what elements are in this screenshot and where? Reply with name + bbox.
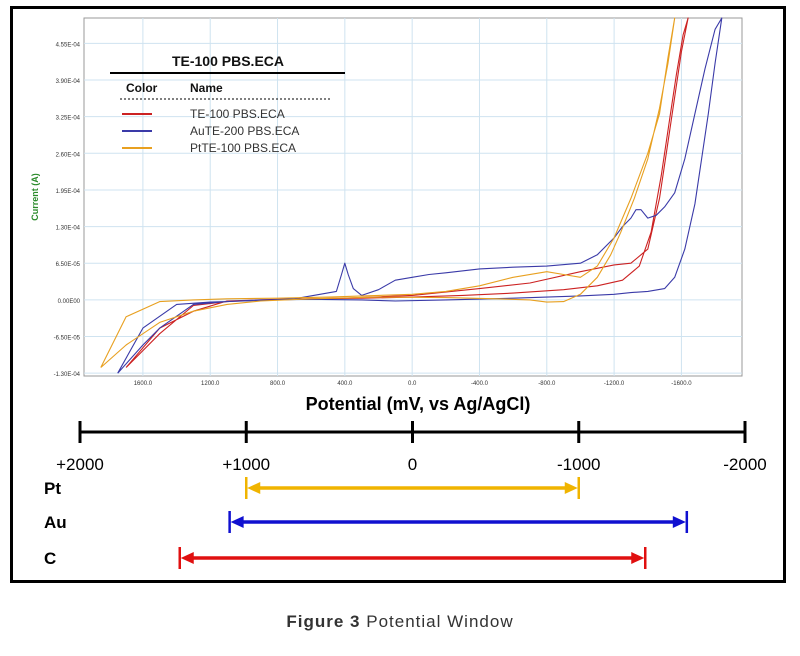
y-tick-label: 3.25E-04: [56, 116, 81, 122]
series-line-1: [125, 17, 689, 368]
y-tick-label: -1.30E-04: [54, 372, 81, 378]
x-tick-label: 1600.0: [134, 381, 153, 387]
y-tick-label: 2.60E-04: [56, 152, 81, 158]
legend-header-color: Color: [126, 81, 158, 95]
window-range-arrow-right: [631, 552, 645, 564]
y-tick-label: 3.90E-04: [56, 79, 81, 85]
legend-item-label-2: AuTE-200 PBS.ECA: [190, 124, 299, 138]
caption-text: Potential Window: [366, 612, 514, 631]
plot-area: [83, 17, 743, 377]
legend-items: TE-100 PBS.ECA AuTE-200 PBS.ECA PtTE-100 P…: [122, 107, 299, 155]
x-tick-label: -1200.0: [604, 381, 625, 387]
legend: TE-100 PBS.ECA Color Name TE-100 PBS.ECA…: [110, 53, 345, 155]
window-tick-label: +1000: [222, 455, 270, 474]
x-axis-ticks: 1600.0 1200.0 800.0 400.0 0.0 -400.0 -800.0 -12…: [134, 381, 693, 387]
x-tick-label: -1600.0: [671, 381, 692, 387]
y-tick-label: 6.50E-05: [56, 262, 81, 268]
series-group: [100, 17, 723, 374]
legend-item-label-1: TE-100 PBS.ECA: [190, 107, 285, 121]
window-range-label-pt: Pt: [44, 479, 61, 498]
window-range-arrow-left: [230, 516, 244, 528]
window-range-label-c: C: [44, 549, 56, 568]
window-tick-label: -2000: [723, 455, 766, 474]
window-range-arrow-right: [672, 516, 686, 528]
window-tick-label: 0: [408, 455, 417, 474]
y-tick-label: 4.55E-04: [56, 42, 81, 48]
x-tick-label: -400.0: [471, 381, 489, 387]
figure-caption: Figure 3 Potential Window: [0, 612, 800, 632]
y-tick-label: 1.30E-04: [56, 226, 81, 232]
legend-title: TE-100 PBS.ECA: [172, 53, 284, 69]
x-tick-label: 400.0: [337, 381, 353, 387]
y-tick-label: -6.50E-05: [54, 336, 81, 342]
x-tick-label: 800.0: [270, 381, 286, 387]
potential-window-diagram: +2000 +1000 0 -1000 -2000 Pt Au C: [44, 421, 767, 569]
figure-canvas: -1.30E-04 -6.50E-05 0.00E00 6.50E-05 1.30E-0…: [30, 17, 767, 569]
y-tick-label: 0.00E00: [58, 299, 81, 305]
x-tick-label: 0.0: [408, 381, 417, 387]
series-line-2: [117, 17, 723, 374]
window-range-arrow-left: [247, 482, 261, 494]
window-range-arrow-right: [564, 482, 578, 494]
series-line-3: [100, 17, 676, 368]
window-tick-label: -1000: [557, 455, 600, 474]
y-axis-label: Current (A): [30, 173, 40, 221]
y-tick-label: 1.95E-04: [56, 189, 81, 195]
legend-header-name: Name: [190, 81, 223, 95]
y-axis-ticks: -1.30E-04 -6.50E-05 0.00E00 6.50E-05 1.30E-0…: [54, 42, 81, 378]
window-tick-label: +2000: [56, 455, 104, 474]
legend-item-label-3: PtTE-100 PBS.ECA: [190, 141, 296, 155]
window-range-label-au: Au: [44, 513, 67, 532]
x-tick-label: 1200.0: [201, 381, 220, 387]
grid: [84, 18, 742, 376]
x-tick-label: -800.0: [538, 381, 556, 387]
window-range-arrow-left: [180, 552, 194, 564]
x-axis-label: Potential (mV, vs Ag/AgCl): [306, 394, 531, 414]
caption-label: Figure 3: [286, 612, 361, 631]
